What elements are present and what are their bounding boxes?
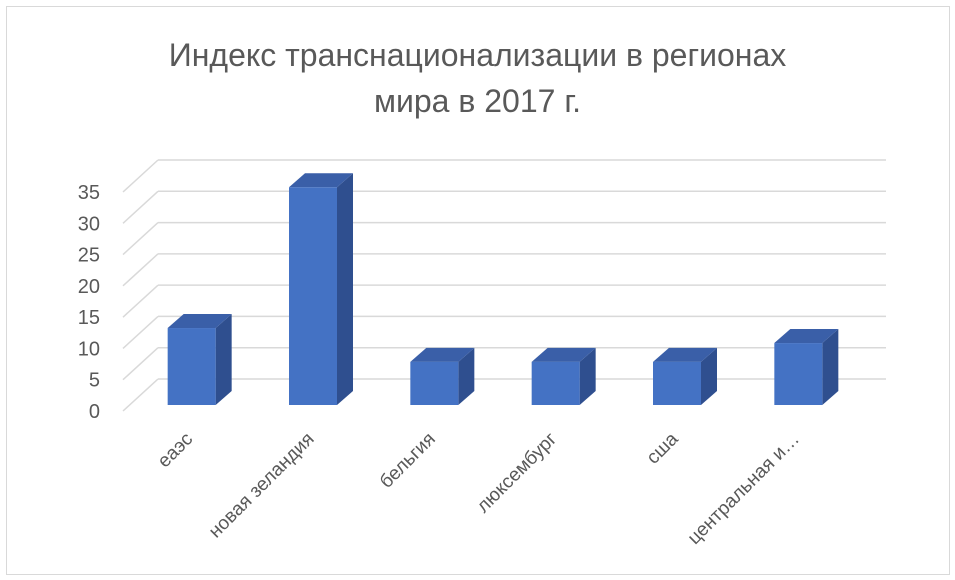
gridline-diagonal bbox=[122, 347, 159, 381]
x-tick-label: еаэс bbox=[154, 429, 197, 472]
y-tick-label: 35 bbox=[78, 182, 100, 204]
bar-side bbox=[822, 329, 839, 405]
bar bbox=[410, 361, 459, 405]
gridline-diagonal bbox=[122, 315, 159, 349]
gridline-diagonal bbox=[122, 190, 159, 224]
x-tick-label: бельгия bbox=[376, 429, 440, 493]
gridline-diagonal bbox=[122, 378, 159, 412]
y-tick-label: 15 bbox=[78, 307, 100, 329]
bar bbox=[774, 343, 823, 405]
bar-top bbox=[774, 329, 839, 344]
gridline-diagonal bbox=[122, 159, 159, 193]
bar-side bbox=[579, 347, 596, 405]
y-tick-label: 10 bbox=[78, 338, 100, 360]
bar-side bbox=[458, 347, 475, 405]
bar-side bbox=[337, 173, 353, 405]
x-tick-label: новая зеландия bbox=[205, 429, 319, 543]
y-tick-label: 20 bbox=[78, 276, 100, 298]
y-tick-label: 0 bbox=[89, 401, 100, 423]
gridline-diagonal bbox=[122, 253, 159, 287]
x-tick-label: сша bbox=[643, 428, 683, 468]
y-tick-label: 5 bbox=[89, 370, 100, 392]
bar-side bbox=[215, 314, 232, 405]
bar-top bbox=[531, 347, 596, 362]
bar bbox=[653, 361, 701, 405]
chart-title-line-2: мира в 2017 г. bbox=[374, 83, 581, 119]
chart-area bbox=[6, 6, 950, 575]
x-tick-label: центральная и… bbox=[684, 429, 804, 549]
bar bbox=[167, 328, 216, 405]
bar-top bbox=[289, 173, 353, 188]
bar-top bbox=[167, 314, 232, 329]
gridline-diagonal bbox=[122, 284, 159, 318]
chart-title: Индекс транснационализации в регионах ми… bbox=[0, 32, 955, 124]
bar-top bbox=[653, 347, 717, 362]
y-tick-label: 25 bbox=[78, 245, 100, 267]
gridline-diagonal bbox=[122, 222, 159, 256]
chart-title-line-1: Индекс транснационализации в регионах bbox=[168, 37, 787, 73]
y-tick-label: 30 bbox=[78, 213, 100, 235]
bar bbox=[289, 187, 337, 405]
bar-side bbox=[701, 347, 717, 405]
bar-top bbox=[410, 347, 475, 362]
x-tick-label: люксембург bbox=[473, 429, 561, 517]
bar bbox=[531, 361, 580, 405]
